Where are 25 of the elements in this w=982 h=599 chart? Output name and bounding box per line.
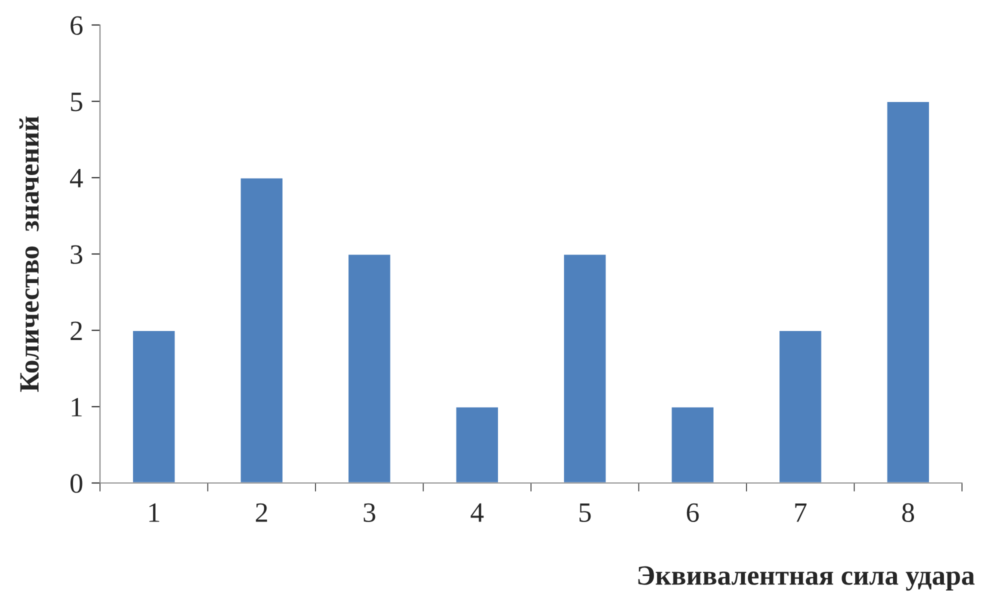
x-tick-label: 7 xyxy=(795,504,807,522)
x-axis-title: Эквивалентная сила удара xyxy=(638,566,975,591)
x-tick-label: 6 xyxy=(686,503,699,522)
y-tick-label: 6 xyxy=(70,16,83,35)
y-axis-title: Количество значений xyxy=(19,116,39,392)
bar xyxy=(670,406,715,483)
x-tick-label: 1 xyxy=(149,503,160,522)
y-tick-label: 0 xyxy=(70,474,82,493)
bar xyxy=(239,176,284,483)
x-tick-label: 8 xyxy=(902,503,914,522)
bar xyxy=(132,330,176,483)
y-tick-label: 3 xyxy=(70,245,82,264)
bar xyxy=(347,253,392,483)
y-tick-label: 4 xyxy=(70,169,83,188)
y-tick-label: 1 xyxy=(72,398,82,416)
x-tick-label: 4 xyxy=(470,503,484,522)
bar xyxy=(778,330,823,483)
y-tick-label: 2 xyxy=(70,322,82,340)
x-tick-label: 3 xyxy=(364,503,376,522)
y-tick-label: 5 xyxy=(71,92,82,112)
bar xyxy=(454,406,500,483)
bar xyxy=(886,100,930,483)
bar xyxy=(562,253,608,483)
x-tick-label: 5 xyxy=(580,504,591,522)
x-tick-label: 2 xyxy=(256,503,268,522)
